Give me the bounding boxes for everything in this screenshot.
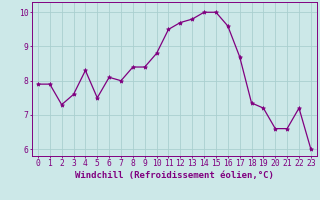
X-axis label: Windchill (Refroidissement éolien,°C): Windchill (Refroidissement éolien,°C) xyxy=(75,171,274,180)
